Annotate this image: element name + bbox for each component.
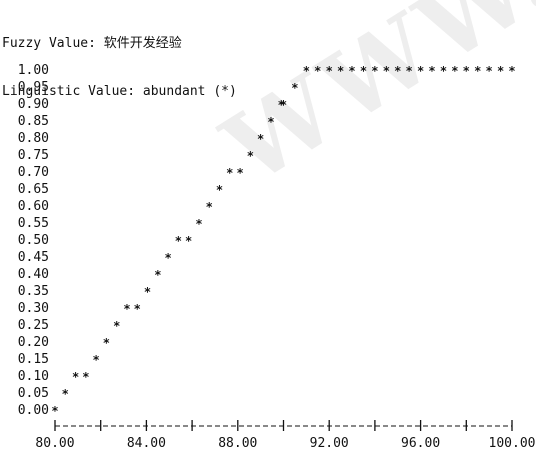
data-point: * — [394, 64, 401, 78]
y-tick-label: 0.15 — [18, 352, 49, 367]
data-point: * — [291, 81, 298, 95]
x-tick-label: 88.00 — [218, 436, 257, 451]
y-tick-label: 0.45 — [18, 250, 49, 265]
data-point: * — [216, 183, 223, 197]
y-tick-label: 0.50 — [18, 233, 49, 248]
y-tick-label: 0.80 — [18, 131, 49, 146]
data-point: * — [360, 64, 367, 78]
data-point: * — [82, 370, 89, 384]
data-point: * — [206, 200, 213, 214]
y-tick-label: 0.05 — [18, 386, 49, 401]
y-tick-label: 0.25 — [18, 318, 49, 333]
fuzzy-value-label: Fuzzy Value: — [2, 36, 96, 51]
x-tick-label: 96.00 — [401, 436, 440, 451]
data-point: * — [278, 98, 285, 112]
data-point: * — [72, 370, 79, 384]
data-point: * — [497, 64, 504, 78]
y-tick-label: 0.00 — [18, 403, 49, 418]
data-point: * — [236, 166, 243, 180]
data-point: * — [144, 285, 151, 299]
data-point: * — [185, 234, 192, 248]
x-tick-label: 84.00 — [127, 436, 166, 451]
data-point: * — [247, 149, 254, 163]
data-point: * — [371, 64, 378, 78]
data-point: * — [508, 64, 515, 78]
y-tick-label: 0.70 — [18, 165, 49, 180]
fuzzy-value-text: 软件开发经验 — [103, 36, 182, 51]
data-point: * — [451, 64, 458, 78]
data-point: * — [226, 166, 233, 180]
data-point: * — [406, 64, 413, 78]
y-tick-label: 0.10 — [18, 369, 49, 384]
data-point: * — [303, 64, 310, 78]
data-point: * — [103, 336, 110, 350]
data-point: * — [267, 115, 274, 129]
y-tick-label: 0.65 — [18, 182, 49, 197]
data-point: * — [326, 64, 333, 78]
y-tick-label: 0.85 — [18, 114, 49, 129]
y-tick-label: 1.00 — [18, 63, 49, 78]
data-point: * — [314, 64, 321, 78]
data-point: * — [175, 234, 182, 248]
data-point: * — [195, 217, 202, 231]
data-point: * — [337, 64, 344, 78]
y-tick-label: 0.75 — [18, 148, 49, 163]
y-tick-label: 0.35 — [18, 284, 49, 299]
data-point: * — [154, 268, 161, 282]
x-tick-label: 100.00 — [489, 436, 536, 451]
y-tick-label: 0.60 — [18, 199, 49, 214]
y-tick-label: 0.20 — [18, 335, 49, 350]
data-point: * — [123, 302, 130, 316]
data-point: * — [280, 98, 287, 112]
data-point: * — [440, 64, 447, 78]
y-tick-label: 0.40 — [18, 267, 49, 282]
data-point: * — [348, 64, 355, 78]
x-tick-label: 80.00 — [35, 436, 74, 451]
data-point: * — [93, 353, 100, 367]
data-point: * — [113, 319, 120, 333]
x-tick-label: 92.00 — [310, 436, 349, 451]
data-point: * — [383, 64, 390, 78]
y-tick-label: 0.30 — [18, 301, 49, 316]
data-point: * — [463, 64, 470, 78]
y-tick-label: 0.55 — [18, 216, 49, 231]
data-point: * — [474, 64, 481, 78]
linguistic-value-label: Linguistic Value: — [2, 84, 136, 99]
data-point: * — [164, 251, 171, 265]
data-point: * — [62, 387, 69, 401]
linguistic-value-text: abundant (*) — [142, 84, 237, 99]
data-point: * — [134, 302, 141, 316]
y-tick-label: 0.90 — [18, 97, 49, 112]
data-point: * — [417, 64, 424, 78]
data-point: * — [486, 64, 493, 78]
data-point: * — [428, 64, 435, 78]
chart-header: Fuzzy Value: 软件开发经验 Linguistic Value: ab… — [2, 4, 237, 116]
data-point: * — [257, 132, 264, 146]
y-tick-label: 0.95 — [18, 80, 49, 95]
fuzzy-value-row: Fuzzy Value: 软件开发经验 — [2, 36, 237, 52]
linguistic-value-row: Linguistic Value: abundant (*) — [2, 84, 237, 100]
data-point: * — [51, 404, 58, 418]
